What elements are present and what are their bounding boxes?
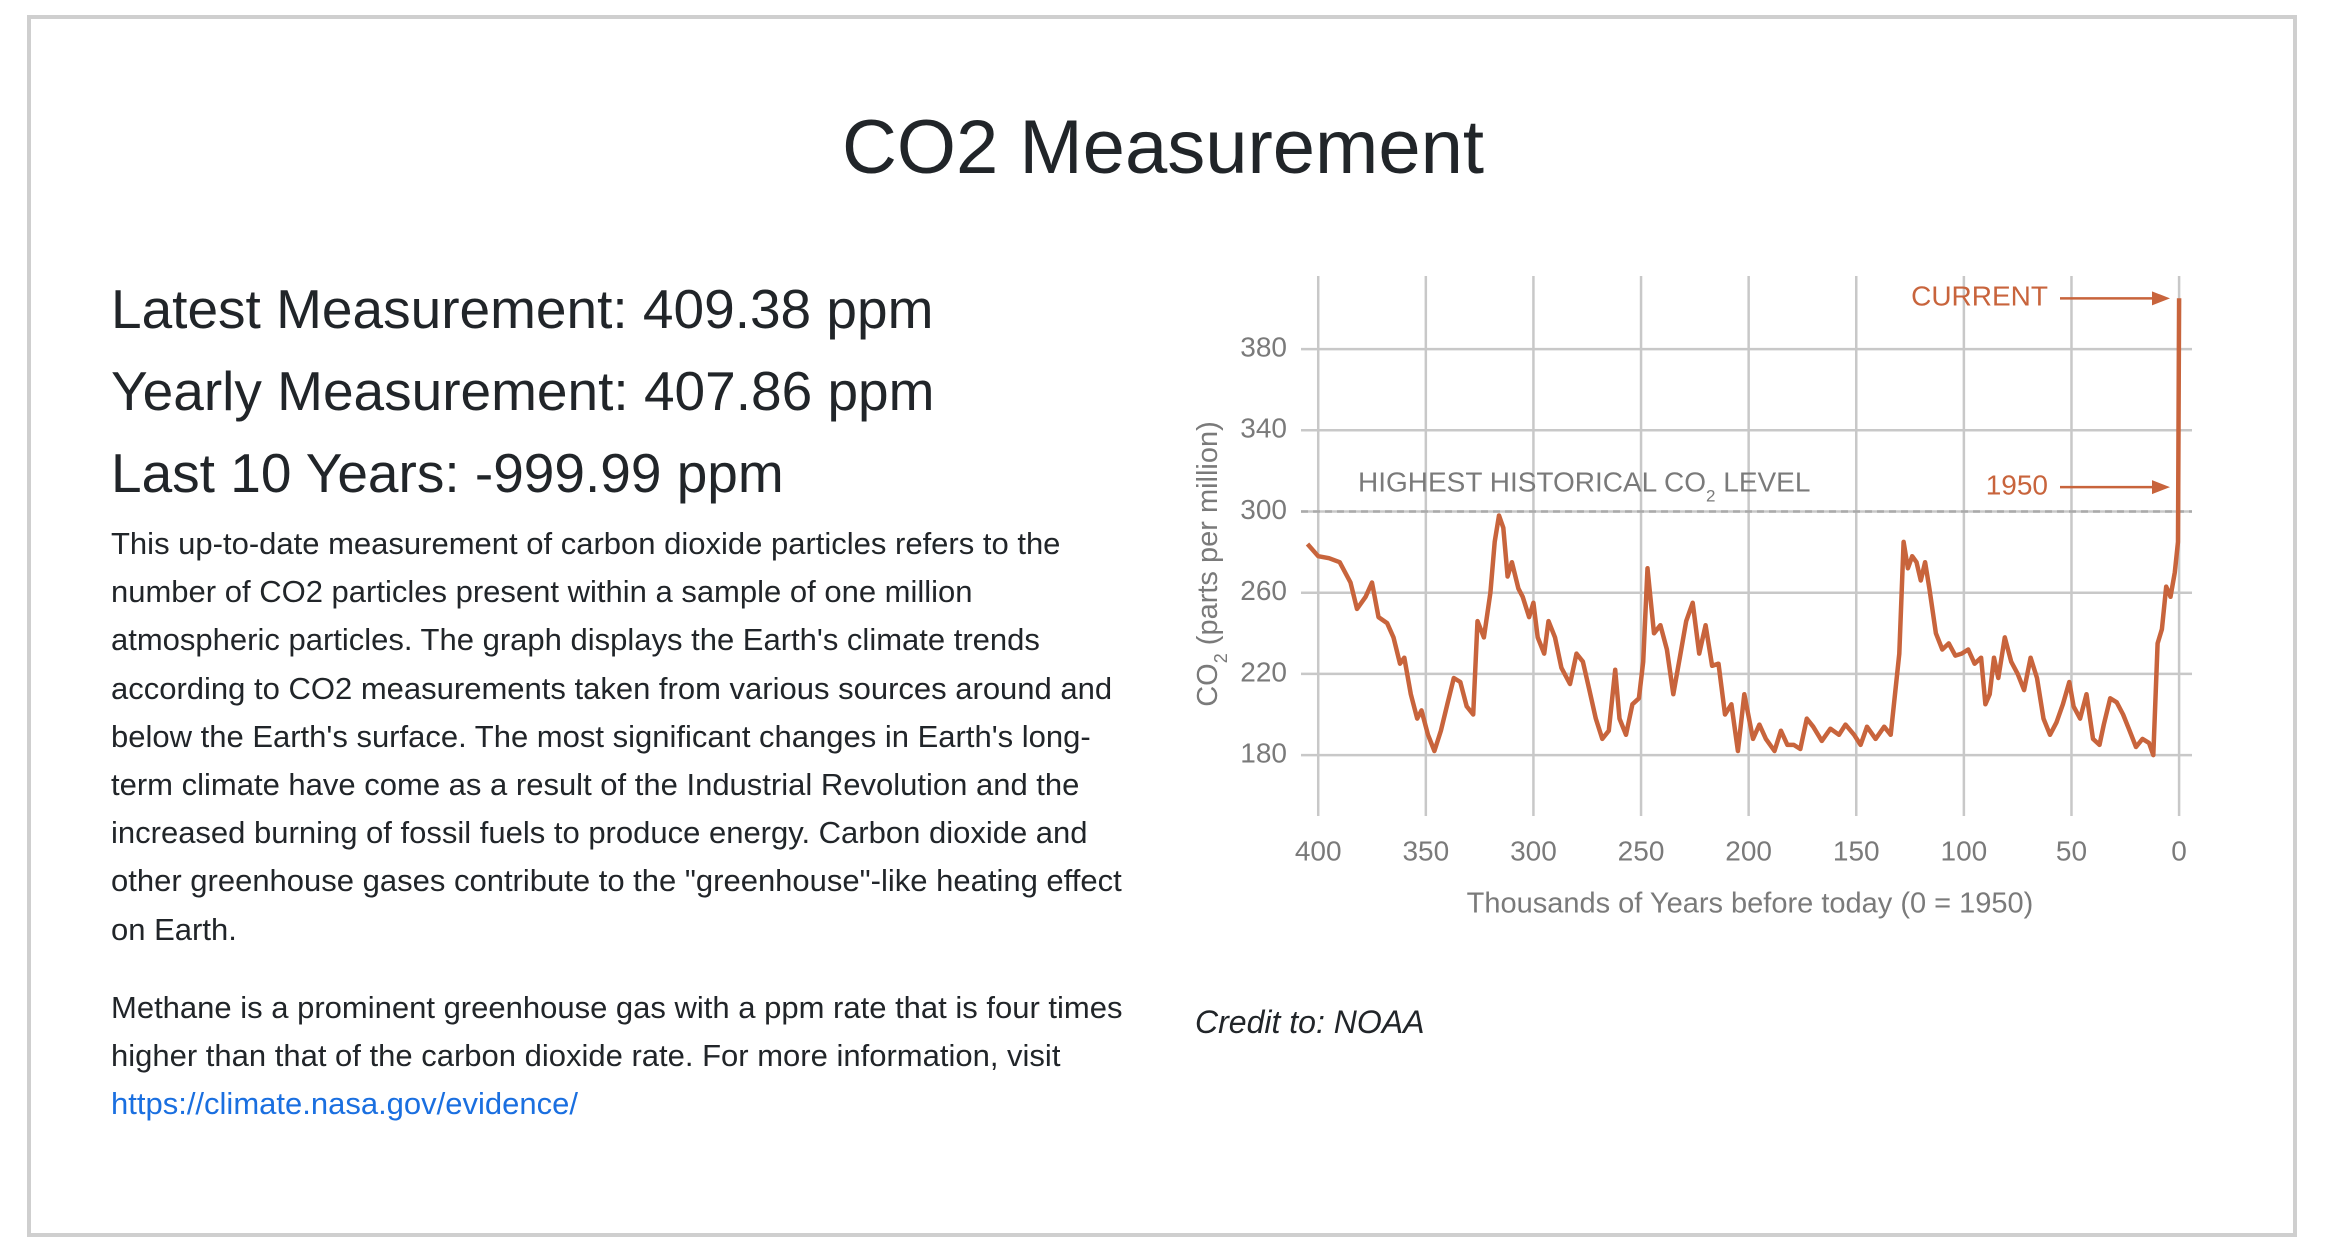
x-tick-label: 100 (1941, 835, 1988, 866)
y-tick-label: 380 (1240, 331, 1287, 362)
y-tick-label: 340 (1240, 413, 1287, 444)
x-tick-label: 400 (1295, 835, 1342, 866)
co2-chart: 400 350 300 250 200 150 100 50 0 180 220 260 300 340 3… (1192, 276, 2192, 920)
x-tick-label: 200 (1725, 835, 1772, 866)
x-tick-label: 50 (2056, 835, 2087, 866)
marker-label: CURRENT (1911, 281, 2048, 312)
x-tick-label: 150 (1833, 835, 1880, 866)
co2-line (1305, 298, 2182, 758)
stat-latest: Latest Measurement: 409.38 ppm (111, 278, 934, 340)
x-axis-title: Thousands of Years before today (0 = 195… (1467, 888, 2034, 920)
y-axis-title-part: (parts per million) (1192, 421, 1224, 653)
card (27, 15, 2297, 1237)
nasa-link[interactable]: https://climate.nasa.gov/evidence/ (111, 1086, 578, 1122)
marker-label: 1950 (1986, 470, 2048, 501)
x-tick-label: 300 (1510, 835, 1557, 866)
description: This up-to-date measurement of carbon di… (111, 526, 1122, 947)
methane-note: Methane is a prominent greenhouse gas wi… (111, 984, 1141, 1129)
y-tick-label: 220 (1240, 656, 1287, 687)
y-axis-title: CO2 (parts per million) (1192, 421, 1231, 707)
y-axis-title-part: CO (1192, 663, 1224, 707)
x-tick-label: 0 (2171, 835, 2187, 866)
reference-label: HIGHEST HISTORICAL CO2 LEVEL (1358, 466, 1810, 505)
marker-arrowhead (2152, 291, 2170, 306)
reference-label-part: HIGHEST HISTORICAL CO (1358, 466, 1706, 497)
methane-text: Methane is a prominent greenhouse gas wi… (111, 990, 1123, 1074)
y-axis-title-part: 2 (1211, 653, 1231, 663)
page-title: CO2 Measurement (841, 105, 1485, 190)
marker-arrowhead (2152, 480, 2170, 495)
y-tick-label: 260 (1240, 575, 1287, 606)
reference-label-part: 2 (1706, 486, 1715, 505)
image-credit: Credit to: NOAA (1195, 1004, 1425, 1040)
stat-yearly: Yearly Measurement: 407.86 ppm (111, 360, 935, 422)
stat-ten-years: Last 10 Years: -999.99 ppm (111, 442, 784, 504)
x-tick-label: 250 (1618, 835, 1665, 866)
reference-label-part: LEVEL (1715, 466, 1810, 497)
y-tick-label: 180 (1240, 737, 1287, 768)
x-tick-label: 350 (1402, 835, 1449, 866)
y-tick-label: 300 (1240, 494, 1287, 525)
